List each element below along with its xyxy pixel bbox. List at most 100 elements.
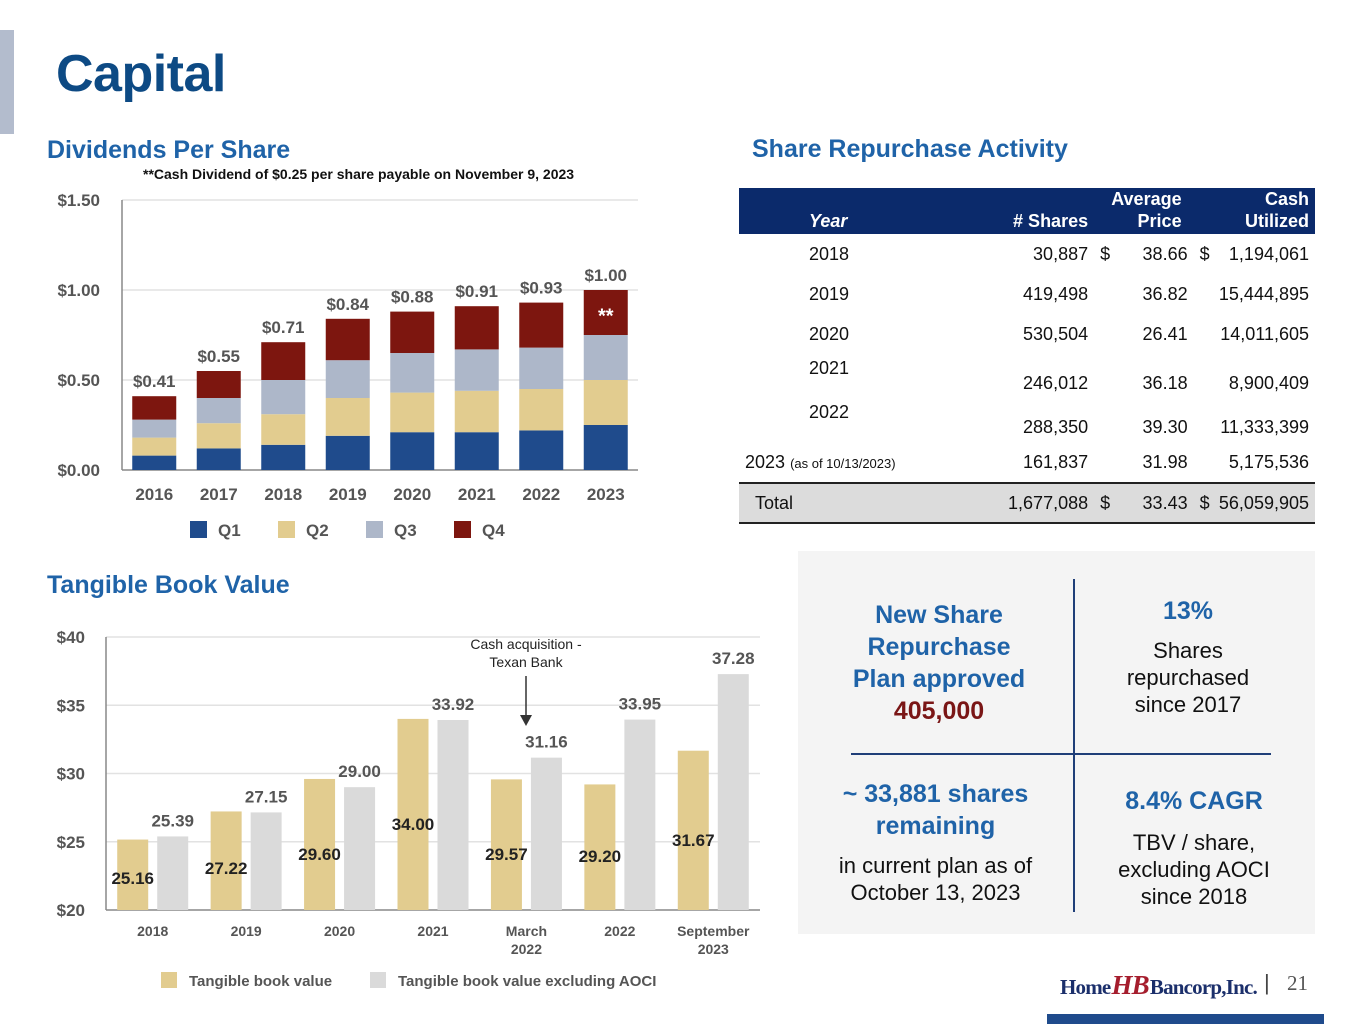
data-label-tbv: 34.00 bbox=[392, 815, 435, 834]
col-header-cash: Cash Utilized bbox=[1193, 188, 1315, 234]
stat-cagr: 8.4% CAGR TBV / share, excluding AOCI si… bbox=[1088, 785, 1300, 910]
repurchase-section-title: Share Repurchase Activity bbox=[752, 135, 1068, 163]
bar-segment-q1 bbox=[519, 430, 564, 470]
annotation-text-line2: Texan Bank bbox=[489, 654, 563, 670]
col-header-price-line2: Price bbox=[1137, 211, 1182, 231]
data-label-tbv: 31.67 bbox=[672, 831, 715, 850]
bar-tbv bbox=[584, 784, 616, 910]
total-data-label: $0.84 bbox=[326, 295, 369, 314]
bar-segment-q4 bbox=[196, 371, 241, 398]
x-tick-label: 2023 bbox=[587, 485, 625, 504]
cell-year-note: (as of 10/13/2023) bbox=[790, 455, 896, 471]
legend-swatch-tbv bbox=[161, 972, 177, 988]
bar-tbv-ex-aoci bbox=[717, 674, 749, 910]
x-tick-label: 2018 bbox=[264, 485, 302, 504]
total-label: Total bbox=[739, 482, 945, 524]
bar-segment-q4 bbox=[519, 302, 564, 348]
data-label-tbv-ex-aoci: 31.16 bbox=[525, 733, 568, 752]
legend-label-tbv: Tangible book value bbox=[189, 973, 332, 990]
stat-repurchased-value: 13% bbox=[1162, 597, 1214, 625]
y-tick-label: $1.50 bbox=[57, 191, 100, 210]
col-header-shares: # Shares bbox=[944, 188, 1095, 234]
company-logo: HomeHBBancorp,Inc. bbox=[1060, 970, 1258, 1001]
bar-tbv bbox=[677, 750, 709, 910]
footer-bar bbox=[1047, 1014, 1324, 1024]
stat-repurchased: 13% Shares repurchased since 2017 bbox=[1093, 595, 1283, 718]
total-dollar-sign: $ bbox=[1094, 482, 1114, 524]
cell-dollar-sign bbox=[1194, 274, 1213, 314]
data-label-tbv-ex-aoci: 33.92 bbox=[432, 695, 475, 714]
x-tick-label: 2016 bbox=[135, 485, 173, 504]
cell-avg-price: 38.66 bbox=[1142, 243, 1188, 264]
legend-swatch-q2 bbox=[278, 521, 295, 538]
logo-text-bancorp: Bancorp,Inc. bbox=[1149, 975, 1258, 999]
bar-segment-q4 bbox=[325, 318, 370, 361]
bar-segment-q3 bbox=[583, 335, 628, 380]
dividend-footnote: **Cash Dividend of $0.25 per share payab… bbox=[143, 166, 575, 182]
table-row: 2021 246,012 36.18 8,900,409 bbox=[739, 354, 1315, 398]
col-header-price-line1: Average bbox=[1111, 189, 1182, 209]
stats-panel: New Share Repurchase Plan approved 405,0… bbox=[798, 551, 1315, 934]
total-data-label: $0.88 bbox=[391, 288, 434, 307]
repurchase-table: Year # Shares Average Price Cash Utilized… bbox=[739, 188, 1315, 524]
bar-segment-q2 bbox=[325, 398, 370, 436]
total-data-label: $1.00 bbox=[584, 266, 627, 285]
tbv-section-title: Tangible Book Value bbox=[47, 571, 290, 599]
y-tick-label: $30 bbox=[57, 765, 85, 784]
y-tick-label: $0.00 bbox=[57, 461, 100, 480]
cell-avg-price: 31.98 bbox=[1142, 451, 1188, 472]
logo-hb-mark-icon: HB bbox=[1111, 970, 1149, 1000]
bar-segment-q3 bbox=[132, 419, 177, 438]
bar-segment-q3 bbox=[196, 398, 241, 424]
cell-cash: 11,333,399 bbox=[1220, 417, 1309, 437]
stat-repurchased-line1: Shares bbox=[1153, 638, 1223, 663]
bar-segment-q1 bbox=[454, 432, 499, 470]
cell-dollar-sign: $ bbox=[1199, 243, 1210, 264]
cell-shares: 288,350 bbox=[1023, 417, 1089, 437]
cell-year: 2023 (as of 10/13/2023) bbox=[739, 442, 945, 483]
data-label-tbv-ex-aoci: 25.39 bbox=[151, 811, 194, 830]
data-label-tbv-ex-aoci: 37.28 bbox=[712, 649, 755, 668]
cell-year: 2019 bbox=[739, 274, 945, 314]
data-label-tbv: 29.57 bbox=[485, 845, 528, 864]
x-tick-label-line2: 2023 bbox=[698, 941, 729, 957]
stat-remaining-line1: ~ 33,881 shares bbox=[842, 780, 1029, 808]
cell-avg-price: 39.30 bbox=[1142, 417, 1188, 437]
cell-year-value: 2021 bbox=[809, 358, 850, 378]
stat-cagr-line2: excluding AOCI bbox=[1118, 857, 1270, 882]
total-data-label: $0.55 bbox=[197, 347, 240, 366]
cell-year-value: 2018 bbox=[809, 243, 850, 264]
logo-text-home: Home bbox=[1060, 975, 1111, 999]
stat-remaining: ~ 33,881 shares remaining in current pla… bbox=[808, 778, 1063, 906]
footnote-marker: ** bbox=[598, 306, 614, 328]
col-header-year: Year bbox=[739, 188, 945, 234]
y-tick-label: $35 bbox=[57, 696, 85, 715]
bar-segment-q3 bbox=[261, 380, 306, 415]
bar-tbv bbox=[397, 718, 429, 910]
cell-dollar-sign bbox=[1194, 442, 1213, 483]
data-label-tbv-ex-aoci: 29.00 bbox=[338, 762, 381, 781]
legend-label-q2: Q2 bbox=[306, 521, 329, 540]
cell-avg-price: 36.82 bbox=[1142, 283, 1188, 304]
data-label-tbv: 27.22 bbox=[205, 859, 248, 878]
table-row: 2019 419,498 36.82 15,444,895 bbox=[739, 274, 1315, 314]
bar-segment-q2 bbox=[454, 390, 499, 433]
annotation-arrow-head-icon bbox=[520, 715, 532, 726]
bar-segment-q1 bbox=[261, 444, 306, 470]
cell-dollar-sign bbox=[1194, 398, 1213, 442]
x-tick-label-line2: 2022 bbox=[511, 941, 542, 957]
cell-avg-price: 36.18 bbox=[1142, 373, 1188, 393]
cell-dollar-sign bbox=[1094, 398, 1114, 442]
y-tick-label: $0.50 bbox=[57, 371, 100, 390]
data-label-tbv: 25.16 bbox=[111, 869, 154, 888]
cell-dollar-sign: $ bbox=[1100, 243, 1111, 264]
bar-tbv-ex-aoci bbox=[250, 812, 282, 910]
bar-segment-q2 bbox=[196, 423, 241, 449]
x-tick-label: 2019 bbox=[231, 923, 262, 939]
y-tick-label: $25 bbox=[57, 833, 85, 852]
total-cash: 56,059,905 bbox=[1212, 482, 1315, 524]
stat-remaining-line3: in current plan as of bbox=[838, 853, 1033, 878]
bar-tbv bbox=[117, 839, 149, 910]
cell-shares: 530,504 bbox=[1023, 323, 1089, 344]
cell-year-value: 2023 bbox=[745, 451, 786, 472]
